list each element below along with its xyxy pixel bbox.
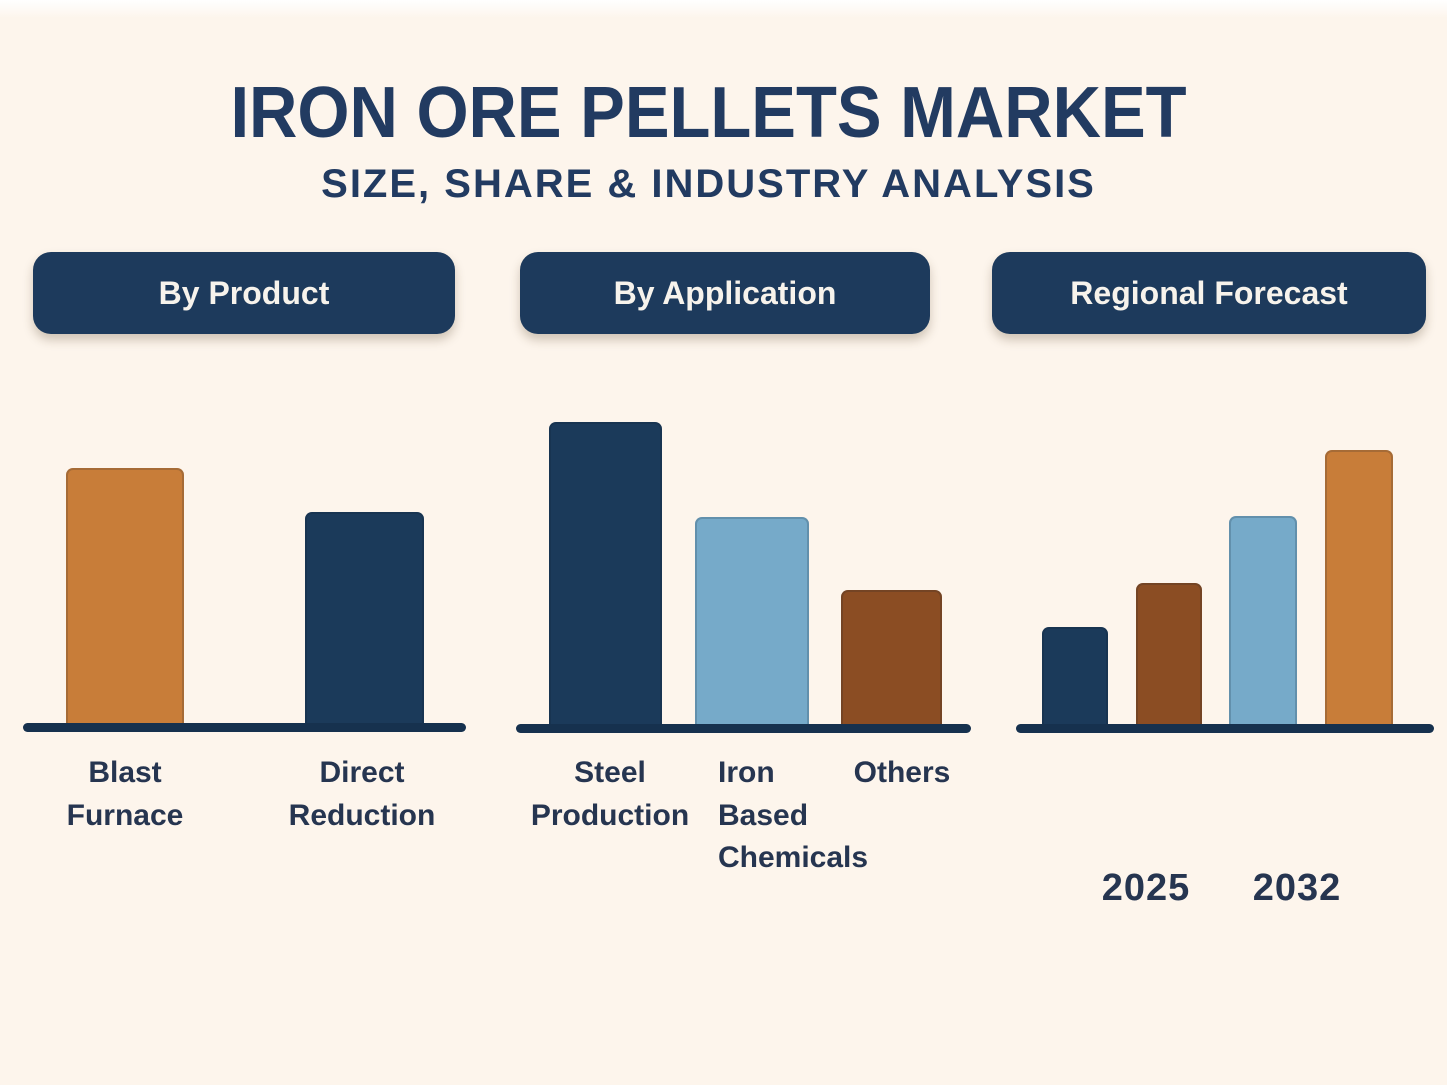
section-pill-by-application: By Application xyxy=(520,252,930,334)
x-axis-line xyxy=(516,724,971,733)
category-label: Direct Reduction xyxy=(288,756,436,832)
x-axis-line xyxy=(1016,724,1434,733)
category-label: Others xyxy=(853,756,951,789)
x-axis-line xyxy=(23,723,466,732)
bar-blast-furnace xyxy=(66,468,184,726)
bar-others xyxy=(841,590,942,727)
section-pill-label: By Product xyxy=(158,274,330,311)
category-label: Iron Based Chemicals xyxy=(718,756,869,875)
year-label: 2025 xyxy=(1101,867,1191,909)
background-top-edge xyxy=(0,0,1447,18)
category-label: Steel Production xyxy=(530,756,690,832)
year-label: 2032 xyxy=(1252,867,1342,909)
section-pill-regional-forecast: Regional Forecast xyxy=(992,252,1426,334)
section-pill-by-product: By Product xyxy=(33,252,455,334)
bar-bar-4 xyxy=(1325,450,1393,727)
category-label: Blast Furnace xyxy=(66,756,184,832)
section-pill-label: Regional Forecast xyxy=(1070,274,1348,311)
bar-bar-1 xyxy=(1042,627,1108,727)
page-title: IRON ORE PELLETS MARKET xyxy=(230,73,1187,153)
bar-bar-2 xyxy=(1136,583,1202,727)
bar-iron-based-chemicals xyxy=(695,517,809,727)
bar-bar-3 xyxy=(1229,516,1297,727)
section-pill-label: By Application xyxy=(613,274,837,311)
bar-direct-reduction xyxy=(305,512,424,726)
page-subtitle: SIZE, SHARE & INDUSTRY ANALYSIS xyxy=(321,162,1096,206)
bar-steel-production xyxy=(549,422,662,727)
